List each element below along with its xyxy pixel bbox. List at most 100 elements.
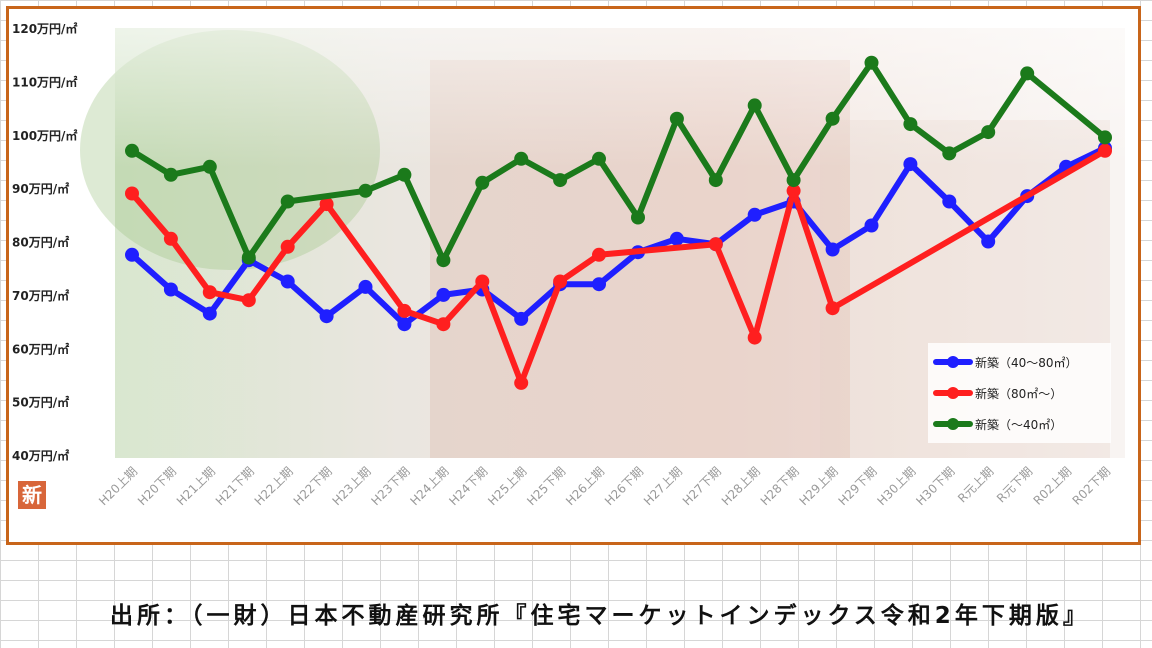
data-point [397,317,412,332]
x-tick-label: H26上期 [563,464,607,508]
data-point [202,159,217,174]
data-point [358,183,373,198]
data-point [202,285,217,300]
data-point [397,303,412,318]
data-point [864,55,879,70]
series-line-2 [129,59,1108,264]
data-point [514,151,529,166]
data-point [747,207,762,222]
legend-marker [947,387,959,399]
data-point [825,301,840,316]
x-tick-label: H22上期 [252,464,296,508]
x-tick-label: H20上期 [96,464,140,508]
data-point [436,317,451,332]
x-tick-label: H21上期 [174,464,218,508]
data-point [553,274,568,289]
x-tick-label: H26下期 [602,464,646,508]
legend-label: 新築（～40㎡） [975,417,1062,432]
x-tick-label: H29下期 [836,464,880,508]
x-tick-label: H28上期 [719,464,763,508]
data-point [903,117,918,132]
x-tick-label: R02下期 [1070,464,1114,508]
y-tick-label: 120万円/㎡ [12,21,77,36]
data-point [475,175,490,190]
x-tick-label: H24上期 [407,464,451,508]
y-tick-label: 100万円/㎡ [12,128,77,143]
data-point [942,146,957,161]
data-point [631,210,645,225]
y-tick-label: 110万円/㎡ [12,74,77,89]
data-point [708,237,723,252]
data-point [981,125,996,140]
data-point [553,173,568,188]
data-point [708,173,723,188]
data-point [436,253,451,268]
x-tick-label: R02上期 [1031,464,1075,508]
data-point [514,311,529,326]
x-tick-label: H25下期 [524,464,568,508]
y-axis: 40万円/㎡ 50万円/㎡ 60万円/㎡ 70万円/㎡ 80万円/㎡ 90万円/㎡ 100万… [12,21,77,463]
data-point [825,111,840,126]
x-tick-label: H24下期 [446,464,490,508]
data-point [981,234,996,249]
data-point [163,231,178,246]
y-tick-label: 60万円/㎡ [12,341,69,356]
x-tick-label: H23下期 [369,464,413,508]
legend: 新築（40～80㎡） 新築（80㎡～） 新築（～40㎡） [928,343,1111,443]
x-tick-label: H30下期 [913,464,957,508]
logo-text: 新 [22,483,42,507]
data-point [747,330,762,345]
legend-label: 新築（80㎡～） [975,386,1062,401]
x-tick-label: H25上期 [485,464,529,508]
data-point [903,157,918,172]
data-point [397,167,412,182]
data-point [1020,66,1035,81]
y-tick-label: 80万円/㎡ [12,235,69,250]
data-point [319,197,334,212]
data-point [280,194,295,209]
data-point [280,274,295,289]
x-tick-label: H30上期 [874,464,918,508]
data-point [669,111,684,126]
data-point [125,247,139,262]
x-tick-label: H27上期 [641,464,685,508]
data-point [241,250,256,265]
data-point [786,173,801,188]
x-tick-label: R元下期 [994,464,1035,505]
data-point [475,274,490,289]
x-tick-label: H22下期 [291,464,335,508]
data-point [1098,143,1112,158]
data-point [202,306,217,321]
legend-label: 新築（40～80㎡） [975,355,1078,370]
x-tick-label: H29上期 [797,464,841,508]
x-tick-label: H28下期 [758,464,802,508]
data-point [241,293,256,308]
legend-marker [947,356,959,368]
series-line-0 [129,145,1108,328]
x-tick-label: H20下期 [135,464,179,508]
x-tick-label: H23上期 [330,464,374,508]
x-tick-label: H27下期 [680,464,724,508]
data-point [669,231,684,246]
data-point [592,247,606,262]
legend-marker [947,418,959,430]
data-point [592,151,606,166]
data-point [942,194,957,209]
data-point [436,287,451,302]
y-tick-label: 90万円/㎡ [12,181,69,196]
y-tick-label: 40万円/㎡ [12,448,69,463]
data-point [163,282,178,297]
data-point [786,183,801,198]
data-point [280,239,295,254]
x-tick-label: H21下期 [213,464,257,508]
data-point [125,186,139,201]
x-axis: H20上期H20下期H21上期H21下期H22上期H22下期H23上期H23下期… [96,464,1113,508]
data-point [163,167,178,182]
series-lines [125,55,1112,390]
data-point [825,242,840,257]
logo-mark: 新 [18,481,46,509]
data-point [864,218,879,233]
data-point [747,98,762,113]
